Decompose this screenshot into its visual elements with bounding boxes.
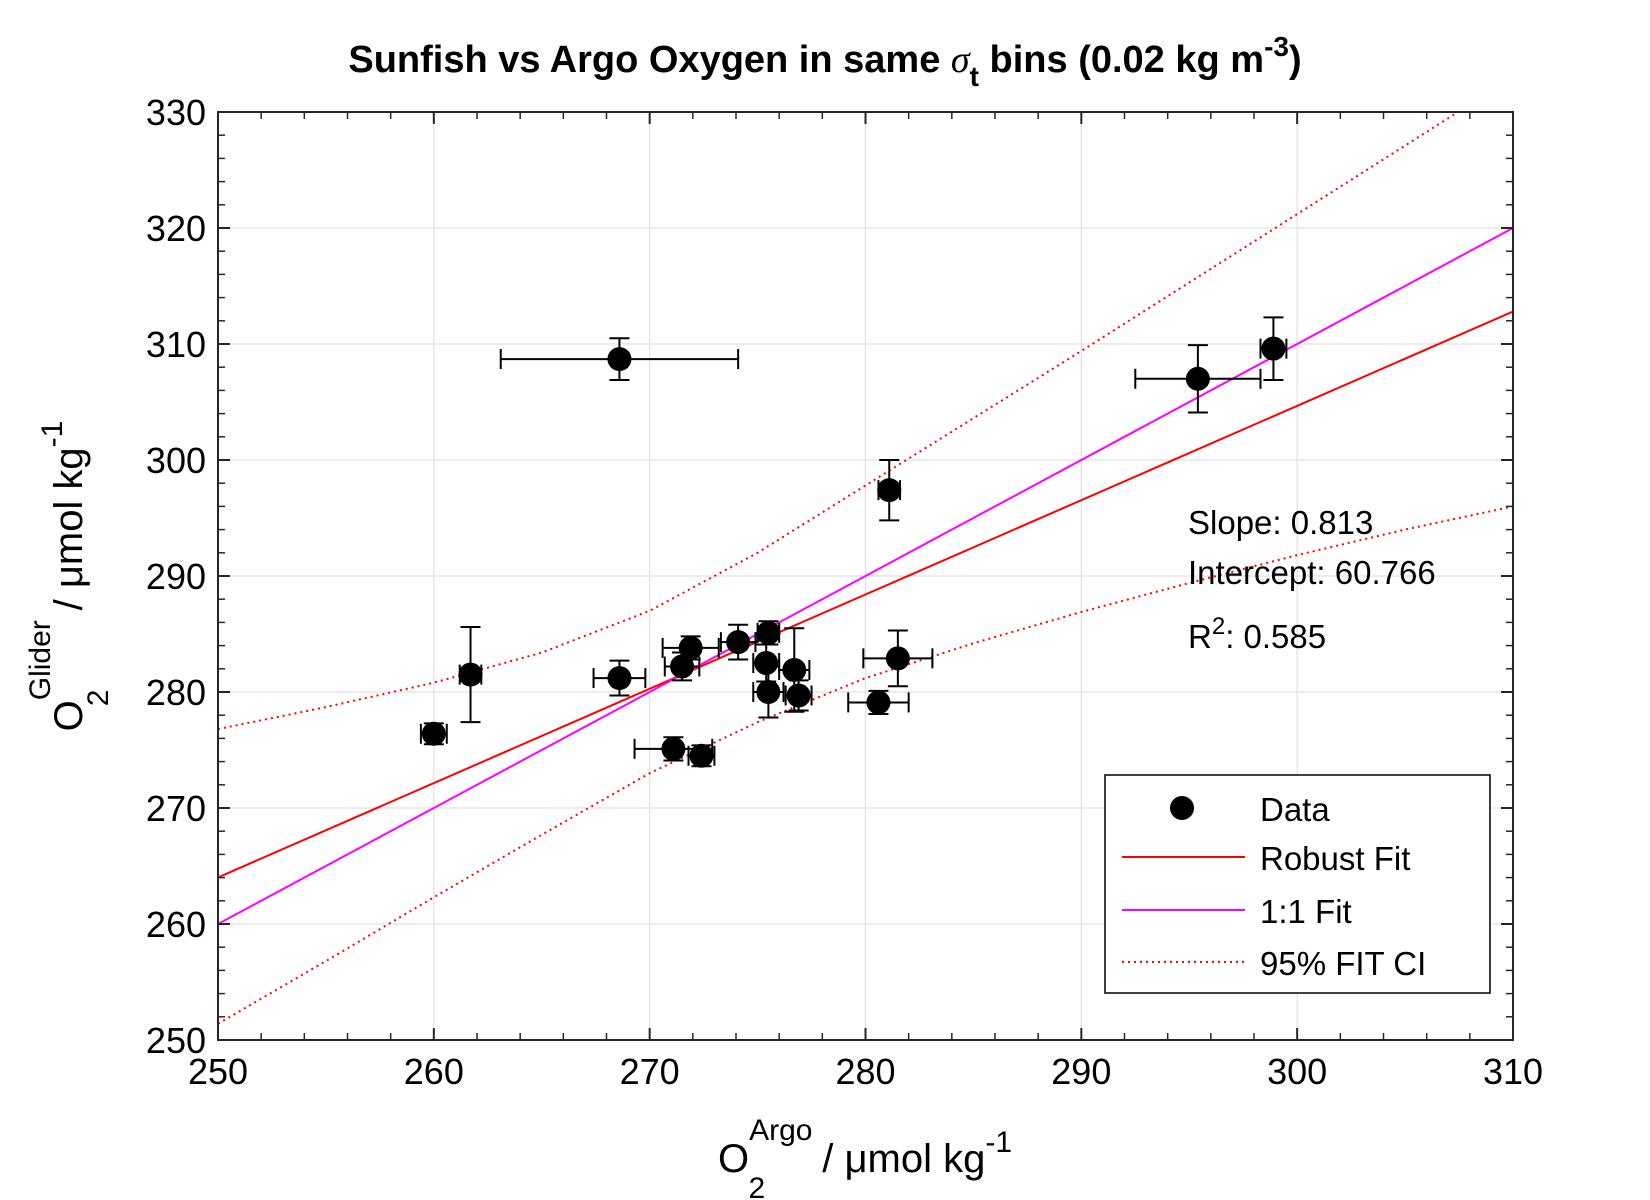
data-point <box>877 459 902 522</box>
data-marker <box>782 657 807 682</box>
data-marker <box>885 646 910 671</box>
data-marker <box>1185 366 1210 391</box>
y-tick-label: 320 <box>146 208 206 249</box>
data-point <box>752 665 785 719</box>
data-marker <box>678 635 703 660</box>
title-part2: bins (0.02 kg m <box>979 39 1264 81</box>
x-tick-label: 290 <box>1051 1051 1111 1092</box>
legend-box <box>1104 774 1491 994</box>
y-tick-label: 260 <box>146 904 206 945</box>
robust-fit-line <box>218 310 1513 879</box>
axes <box>217 111 1514 1041</box>
data-point <box>719 623 757 661</box>
title-part1: Sunfish vs Argo Oxygen in same <box>348 39 951 81</box>
data-marker <box>726 630 751 655</box>
data-point <box>661 635 720 661</box>
x-tick-label: 280 <box>835 1051 895 1092</box>
legend-one-to-one: 1:1 Fit <box>1260 893 1352 930</box>
data-marker <box>866 690 891 715</box>
tick-labels: 250 260 270 280 290 300 310 250 260 270 280 290 300 3… <box>146 92 1543 1092</box>
title-sup: -3 <box>1264 31 1289 62</box>
y-tick-label: 280 <box>146 672 206 713</box>
data-point <box>592 659 647 697</box>
y-axis-label: OGlider 2 / μmol kg-1 <box>24 421 115 732</box>
one-to-one-line <box>218 227 1513 925</box>
data-marker <box>607 666 632 691</box>
legend-data: Data <box>1260 791 1330 828</box>
data-marker <box>607 347 632 372</box>
data-points <box>419 316 1288 768</box>
legend-ci: 95% FIT CI <box>1260 945 1426 982</box>
x-tick-label: 310 <box>1483 1051 1543 1092</box>
data-point <box>419 721 448 746</box>
x-tick-label: 300 <box>1267 1051 1327 1092</box>
x-axis-label: OArgo 2 / μmol kg-1 <box>718 1114 1012 1200</box>
data-point <box>756 620 781 646</box>
y-tick-label: 290 <box>146 556 206 597</box>
x-tick-label: 270 <box>620 1051 680 1092</box>
legend-data-marker <box>1170 796 1194 820</box>
title-sigma-sub: t <box>970 61 979 92</box>
y-tick-label: 310 <box>146 324 206 365</box>
title-part3: ) <box>1289 39 1302 81</box>
chart-title: Sunfish vs Argo Oxygen in same σt bins (… <box>348 31 1301 92</box>
intercept-annotation: Intercept: 60.766 <box>1188 554 1436 591</box>
data-marker <box>754 651 779 675</box>
data-point <box>847 689 910 716</box>
legend: Data Robust Fit 1:1 Fit 95% FIT CI <box>1104 774 1491 994</box>
data-point <box>778 627 811 713</box>
data-point <box>784 679 813 712</box>
data-point <box>752 643 781 683</box>
x-tick-label: 260 <box>404 1051 464 1092</box>
data-marker <box>458 662 483 687</box>
title-sigma: σ <box>951 39 971 81</box>
data-point <box>458 626 483 724</box>
legend-robust-fit: Robust Fit <box>1260 840 1410 877</box>
data-marker <box>877 478 902 503</box>
y-tick-label: 330 <box>146 92 206 133</box>
data-point <box>862 629 934 688</box>
slope-annotation: Slope: 0.813 <box>1188 504 1373 541</box>
data-marker <box>689 743 714 768</box>
y-tick-label: 270 <box>146 788 206 829</box>
data-marker <box>756 620 781 645</box>
data-marker <box>661 736 686 761</box>
data-point <box>1134 344 1262 414</box>
data-marker <box>421 721 446 746</box>
data-marker <box>756 680 781 704</box>
y-tick-label: 300 <box>146 440 206 481</box>
data-point <box>687 743 716 768</box>
data-point <box>499 337 740 381</box>
fit-lines <box>218 227 1513 925</box>
data-point <box>1259 316 1288 381</box>
data-marker <box>1261 336 1286 361</box>
data-marker <box>786 683 811 708</box>
r2-annotation: R2: 0.585 <box>1188 613 1326 655</box>
y-tick-label: 250 <box>146 1020 206 1061</box>
x-tick-label: 250 <box>188 1051 248 1092</box>
